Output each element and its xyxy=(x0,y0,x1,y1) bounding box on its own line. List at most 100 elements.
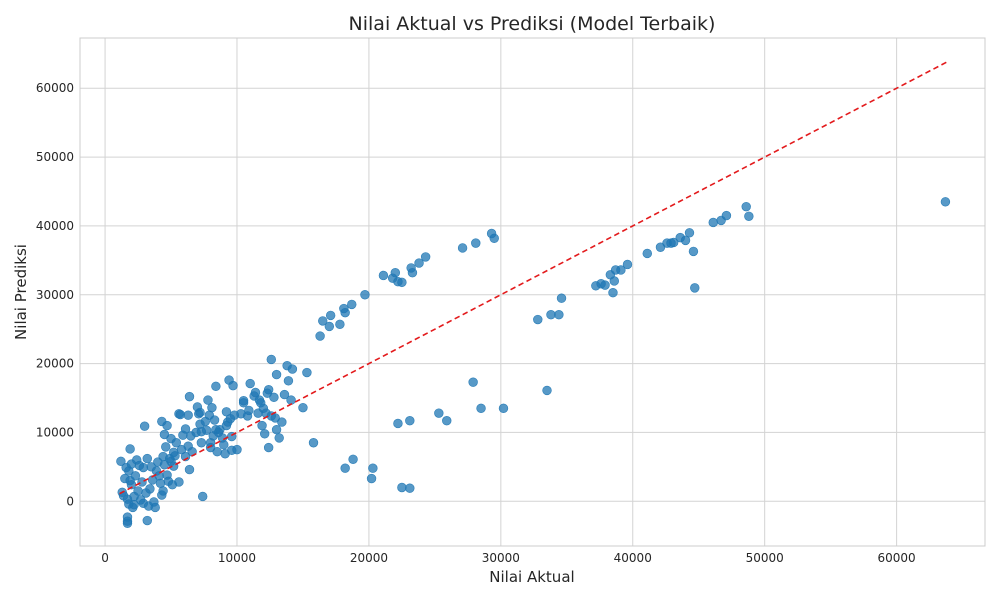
data-point xyxy=(170,451,180,461)
data-point xyxy=(708,217,718,228)
data-point xyxy=(279,389,290,400)
data-point xyxy=(196,438,207,448)
data-point xyxy=(274,433,284,443)
data-point xyxy=(533,314,543,325)
data-point xyxy=(257,420,267,431)
reference-line xyxy=(119,61,948,495)
x-tick-label: 10000 xyxy=(218,551,256,565)
y-tick-label: 20000 xyxy=(36,357,74,371)
data-point xyxy=(162,420,172,431)
data-point xyxy=(688,246,699,257)
data-point xyxy=(161,442,171,452)
data-point xyxy=(340,307,350,318)
x-tick-labels: 0 10000 20000 30000 40000 50000 60000 xyxy=(101,551,915,565)
data-point xyxy=(298,402,308,413)
data-point xyxy=(125,444,135,454)
data-point xyxy=(600,280,610,290)
data-point xyxy=(269,392,279,403)
data-point xyxy=(366,473,377,484)
data-point xyxy=(137,477,147,487)
data-point xyxy=(468,377,478,387)
data-point xyxy=(219,440,229,450)
data-point xyxy=(407,268,418,278)
data-point xyxy=(414,258,424,268)
data-point xyxy=(405,416,415,426)
data-point xyxy=(158,486,168,496)
data-point xyxy=(271,369,282,380)
data-point xyxy=(250,387,261,398)
data-point xyxy=(622,259,633,270)
data-point xyxy=(420,252,431,262)
data-point xyxy=(608,287,618,298)
data-point xyxy=(302,367,312,378)
data-point xyxy=(609,276,619,286)
x-tick-label: 60000 xyxy=(878,551,916,565)
data-point xyxy=(211,381,221,392)
data-point xyxy=(174,477,184,487)
data-point xyxy=(139,421,150,431)
y-tick-labels: 0 10000 20000 30000 40000 50000 60000 xyxy=(36,81,74,508)
data-point xyxy=(201,425,212,436)
data-point xyxy=(457,243,468,253)
y-tick-label: 0 xyxy=(66,494,74,508)
data-point xyxy=(197,491,208,502)
data-point xyxy=(940,197,951,207)
data-point xyxy=(138,462,149,473)
data-point xyxy=(489,233,499,244)
data-point xyxy=(171,438,182,448)
data-point xyxy=(390,268,400,278)
data-point xyxy=(348,454,358,464)
data-point xyxy=(405,483,415,493)
data-point xyxy=(209,415,220,425)
data-point xyxy=(129,499,139,510)
data-point xyxy=(318,316,328,326)
data-point xyxy=(471,238,481,248)
y-tick-label: 50000 xyxy=(36,150,74,164)
data-point xyxy=(744,211,754,221)
data-point xyxy=(393,418,403,429)
data-point xyxy=(680,235,691,246)
y-tick-label: 30000 xyxy=(36,288,74,302)
data-point xyxy=(266,354,276,365)
y-tick-label: 10000 xyxy=(36,425,74,439)
data-point xyxy=(378,270,389,281)
data-point xyxy=(668,237,679,248)
data-point xyxy=(228,380,238,391)
data-point xyxy=(277,417,287,427)
data-point xyxy=(368,463,378,473)
data-point xyxy=(145,484,155,494)
y-axis-label: Nilai Prediksi xyxy=(12,244,30,340)
data-point xyxy=(175,409,185,420)
data-point xyxy=(238,398,249,408)
data-point xyxy=(116,456,126,467)
data-point xyxy=(184,391,195,402)
x-tick-label: 0 xyxy=(101,551,109,565)
data-point xyxy=(397,482,407,493)
data-point xyxy=(184,464,195,475)
data-point xyxy=(476,403,486,414)
data-point xyxy=(133,486,143,496)
data-point xyxy=(263,385,274,395)
data-point xyxy=(556,293,567,303)
data-point xyxy=(616,265,626,275)
data-point xyxy=(286,395,296,405)
data-point xyxy=(690,283,700,293)
data-point xyxy=(183,410,193,420)
data-point xyxy=(180,424,191,434)
data-point xyxy=(325,310,336,321)
data-point xyxy=(546,310,556,320)
data-point xyxy=(498,403,509,414)
y-tick-label: 40000 xyxy=(36,219,74,233)
x-tick-label: 40000 xyxy=(614,551,652,565)
data-point xyxy=(232,444,242,455)
data-point xyxy=(542,385,552,396)
data-point xyxy=(283,376,294,386)
data-point xyxy=(335,319,345,330)
x-axis-label: Nilai Aktual xyxy=(489,568,574,586)
plot-frame xyxy=(79,37,986,547)
data-point xyxy=(741,201,751,212)
data-point xyxy=(130,471,141,481)
data-point xyxy=(397,277,407,288)
x-tick-label: 30000 xyxy=(482,551,520,565)
